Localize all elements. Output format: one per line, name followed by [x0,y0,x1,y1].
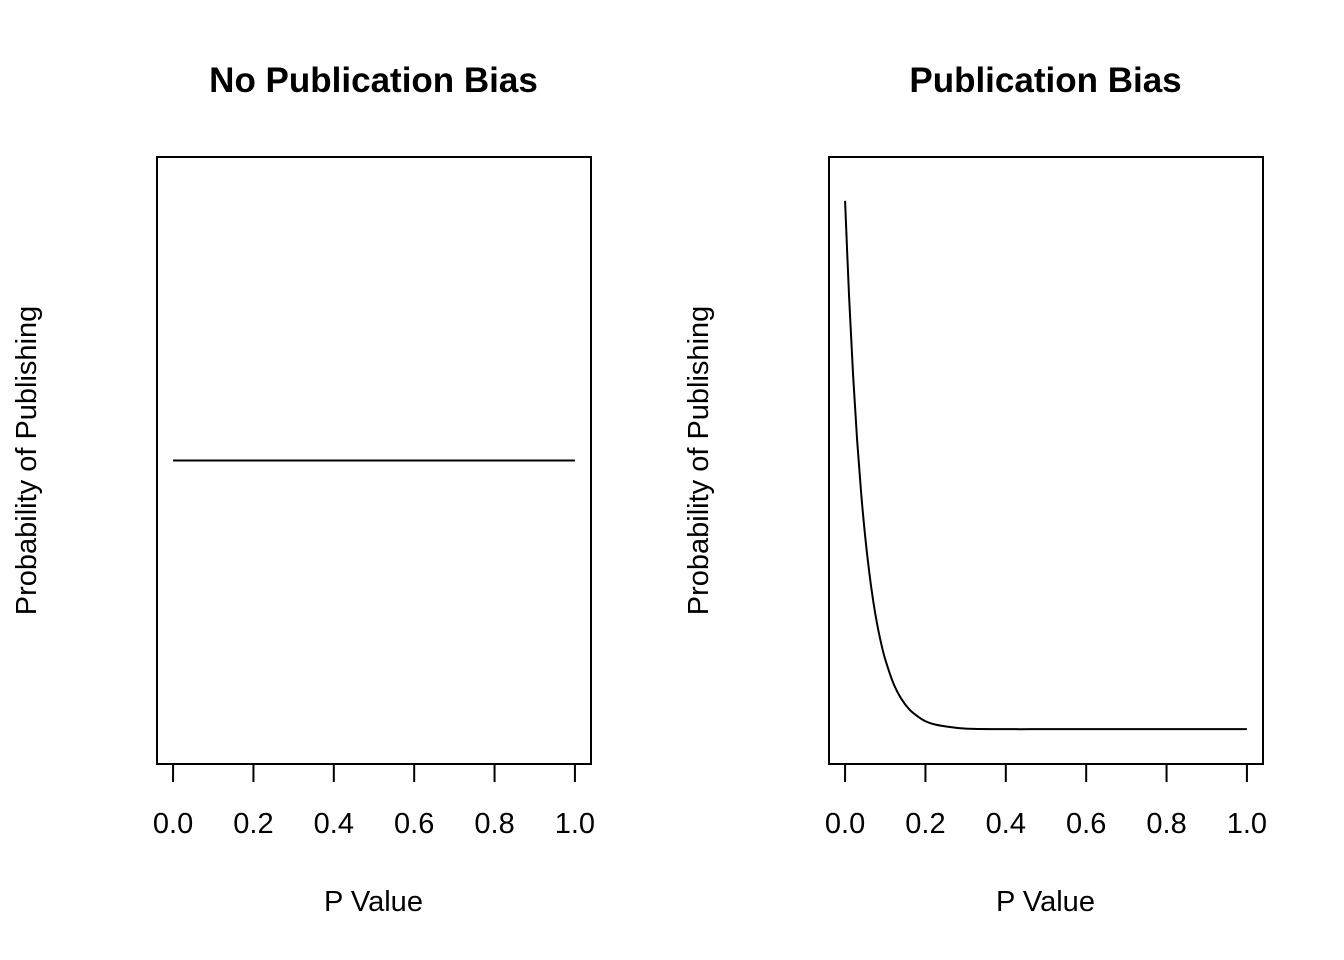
x-tick-label: 0.8 [474,808,514,840]
y-axis-label: Probability of Publishing [11,306,43,616]
x-tick-label: 1.0 [1227,808,1267,840]
panel-no-publication-bias: No Publication Bias 0.0 0.2 0.4 0.6 0.8 1.0 P… [11,61,595,918]
x-tick-label: 0.0 [153,808,193,840]
x-axis: 0.0 0.2 0.4 0.6 0.8 1.0 [153,763,595,840]
plot-frame [828,156,1264,765]
x-tick-label: 0.2 [233,808,273,840]
x-axis-label: P Value [324,886,423,918]
series-line [844,200,1247,731]
x-tick-label: 0.6 [1066,808,1106,840]
x-tick-label: 0.4 [314,808,354,840]
x-tick-label: 0.4 [986,808,1026,840]
series-group [844,200,1247,731]
y-axis-label: Probability of Publishing [683,306,715,616]
chart-title: No Publication Bias [209,61,538,100]
x-tick-label: 0.0 [825,808,865,840]
chart-title: Publication Bias [909,61,1181,100]
x-tick-label: 1.0 [555,808,595,840]
x-tick-label: 0.8 [1146,808,1186,840]
x-axis: 0.0 0.2 0.4 0.6 0.8 1.0 [825,763,1267,840]
x-tick-label: 0.6 [394,808,434,840]
x-axis-label: P Value [996,886,1095,918]
x-tick-label: 0.2 [905,808,945,840]
panel-publication-bias: Publication Bias 0.0 0.2 0.4 0.6 0.8 1.0 P Va… [683,61,1267,918]
